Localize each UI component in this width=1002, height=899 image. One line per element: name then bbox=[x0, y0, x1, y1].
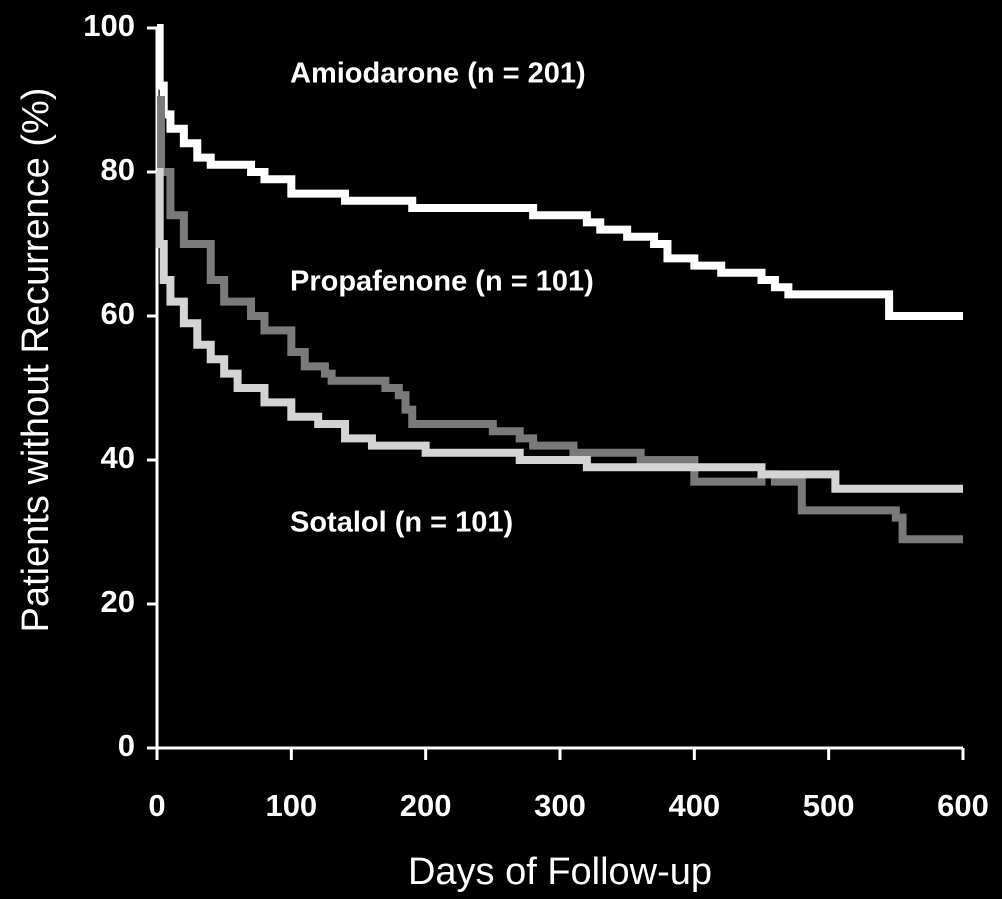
y-tick-label: 60 bbox=[101, 296, 135, 331]
series-line bbox=[155, 24, 963, 320]
x-tick-label: 200 bbox=[400, 788, 452, 823]
y-tick-label: 20 bbox=[101, 584, 135, 619]
x-tick-label: 400 bbox=[668, 788, 720, 823]
y-axis-title: Patients without Recurrence (%) bbox=[15, 88, 57, 633]
x-tick-label: 100 bbox=[265, 788, 317, 823]
y-tick-label: 0 bbox=[118, 728, 135, 763]
series-line bbox=[155, 168, 963, 493]
x-tick-label: 500 bbox=[803, 788, 855, 823]
y-tick-label: 40 bbox=[101, 440, 135, 475]
series-label: Amiodarone (n = 201) bbox=[290, 58, 586, 90]
y-tick-label: 100 bbox=[83, 8, 135, 43]
x-tick-label: 600 bbox=[937, 788, 989, 823]
x-tick-label: 300 bbox=[534, 788, 586, 823]
series-label: Propafenone (n = 101) bbox=[290, 266, 594, 298]
series-line bbox=[157, 96, 963, 544]
y-tick-label: 80 bbox=[101, 152, 135, 187]
x-tick-label: 0 bbox=[148, 788, 165, 823]
series-label: Sotalol (n = 101) bbox=[290, 507, 513, 539]
x-axis-title: Days of Follow-up bbox=[408, 851, 712, 893]
